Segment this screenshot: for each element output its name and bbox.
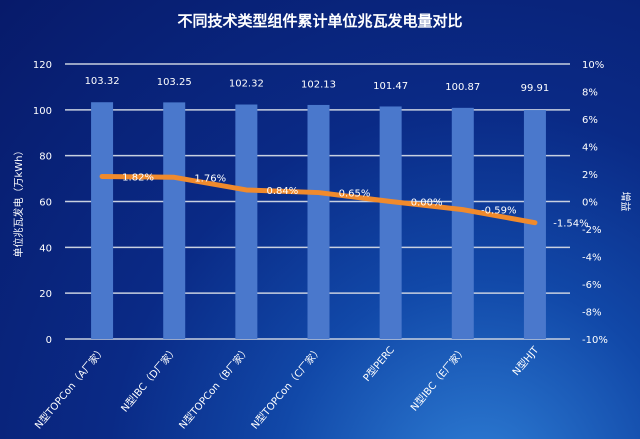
y2-tick-label: -4%: [582, 253, 601, 264]
bar-data-label: 100.87: [445, 82, 480, 93]
line-data-label: -0.59%: [481, 206, 516, 217]
y-tick-label: 120: [33, 60, 52, 71]
y2-tick-label: 0%: [582, 198, 598, 209]
y-tick-label: 100: [33, 106, 52, 117]
line-data-label: 0.65%: [339, 189, 371, 200]
line-data-label: 1.82%: [122, 172, 154, 183]
gain-line: [99, 173, 538, 226]
y-axis-label: 单位兆瓦发电（万kWh）: [12, 145, 25, 257]
chart-title: 不同技术类型组件累计单位兆瓦发电量对比: [177, 12, 463, 30]
x-tick-label: N型HJT: [509, 343, 541, 378]
line-data-label: 0.84%: [266, 186, 298, 197]
y2-tick-label: 10%: [582, 60, 604, 71]
x-tick-label: N型TOPCon（A厂家）: [32, 344, 109, 432]
y2-tick-label: -6%: [582, 280, 601, 291]
bar: [307, 104, 330, 339]
y2-tick-label: 2%: [582, 170, 598, 181]
y2-tick-label: -10%: [582, 335, 608, 346]
x-tick-label: N型IBC（E厂家）: [407, 344, 469, 414]
y2-tick-label: 4%: [582, 143, 598, 154]
y2-tick-label: 8%: [582, 88, 598, 99]
bar-data-label: 103.32: [85, 76, 120, 87]
x-tick-label: P型PERC: [360, 344, 397, 384]
bar-data-label: 99.91: [521, 83, 550, 94]
x-tick-label: N型IBC（D厂家）: [118, 344, 181, 415]
bar: [451, 107, 474, 339]
bar-data-label: 101.47: [373, 81, 408, 92]
bar-data-label: 103.25: [157, 77, 192, 88]
x-tick-label: N型TOPCon（B厂家）: [176, 344, 253, 432]
bar: [235, 104, 258, 340]
y-tick-label: 40: [39, 243, 52, 254]
y-tick-label: 60: [39, 198, 52, 209]
line-data-label: 1.76%: [194, 173, 226, 184]
bar: [91, 102, 114, 339]
y-tick-label: 80: [39, 152, 52, 163]
y2-tick-label: 6%: [582, 115, 598, 126]
y2-tick-label: -8%: [582, 308, 601, 319]
line-data-label: 0.00%: [411, 198, 443, 209]
bar: [379, 106, 402, 339]
y2-tick-label: -2%: [582, 225, 601, 236]
y-tick-label: 20: [39, 289, 52, 300]
bar: [163, 102, 186, 340]
line-data-label: -1.54%: [553, 219, 588, 230]
y-tick-label: 0: [46, 335, 52, 346]
bar-data-label: 102.13: [301, 80, 336, 91]
bar-data-label: 102.32: [229, 78, 264, 89]
y2-axis-label: 增益: [619, 192, 632, 212]
x-tick-label: N型TOPCon（C厂家）: [248, 344, 325, 432]
